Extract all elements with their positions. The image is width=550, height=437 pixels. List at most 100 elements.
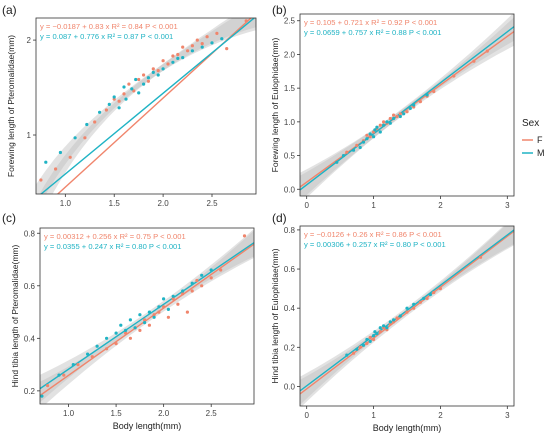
y-tick-label: 0.2 (24, 387, 36, 396)
data-point-f (225, 47, 229, 51)
data-point-m (402, 112, 406, 116)
data-point-f (176, 52, 180, 57)
data-point-m (368, 339, 372, 343)
fit-line-f (300, 30, 514, 188)
data-point-m (361, 343, 366, 347)
data-point-m (428, 292, 432, 297)
data-point-f (128, 336, 132, 340)
data-point-m (422, 296, 426, 300)
data-point-f (485, 49, 489, 53)
data-point-f (432, 290, 436, 295)
data-point-m (392, 318, 396, 322)
y-tick-label: 1.5 (284, 84, 296, 93)
data-point-f (143, 318, 147, 322)
data-point-m (382, 324, 386, 328)
data-point-f (200, 284, 204, 288)
panel-label: (a) (2, 3, 17, 17)
fit-line-f (40, 243, 254, 397)
data-point-f (472, 59, 476, 63)
panel-a: (a) 1.0 1.5 2.0 2.5 1 2 Forewing length of Pter… (2, 3, 257, 208)
data-point-m (375, 332, 379, 336)
confidence-band-f (40, 230, 254, 404)
data-point-f (365, 341, 369, 345)
data-point-m (365, 337, 369, 342)
x-tick-label: 1 (371, 411, 376, 420)
data-point-f (209, 276, 213, 280)
data-point-f (114, 342, 118, 346)
data-point-m (220, 37, 224, 41)
x-tick-label: 1 (371, 201, 376, 210)
data-point-m (57, 373, 61, 377)
data-point-m (388, 320, 392, 324)
data-point-m (425, 93, 429, 97)
data-point-m (392, 116, 396, 121)
data-point-m (200, 273, 204, 277)
data-point-f (195, 38, 199, 42)
data-point-m (405, 306, 409, 310)
x-tick-label: 2.0 (158, 199, 170, 208)
data-point-m (156, 73, 160, 77)
data-point-m (98, 110, 102, 114)
data-point-f (142, 73, 146, 77)
data-point-f (54, 167, 58, 171)
x-tick-label: 2 (438, 411, 443, 420)
data-point-f (105, 347, 109, 351)
data-point-f (162, 305, 166, 309)
data-point-m (355, 347, 359, 351)
data-point-m (181, 56, 185, 60)
data-point-f (378, 330, 382, 334)
data-point-f (190, 289, 194, 293)
y-tick-label: 0.4 (284, 304, 296, 313)
data-point-m (388, 121, 392, 125)
x-tick-label: 1.5 (111, 409, 123, 418)
regression-equation-f: y = −0.0126 + 0.26 x R² = 0.86 P < 0.001 (304, 230, 442, 239)
data-point-m (372, 135, 376, 139)
data-point-m (190, 281, 194, 285)
data-point-f (132, 89, 136, 93)
data-point-f (127, 82, 131, 86)
data-point-m (385, 120, 389, 124)
data-point-f (146, 79, 150, 83)
y-tick-label: 0.6 (284, 265, 296, 274)
data-point-m (345, 353, 349, 357)
data-point-m (209, 268, 213, 272)
x-tick-label: 2.0 (158, 409, 170, 418)
regression-equation-m: y = 0.0659 + 0.757 x R² = 0.88 P < 0.001 (304, 28, 442, 37)
plot-area (300, 226, 514, 406)
data-point-m (133, 326, 137, 330)
data-point-f (83, 136, 87, 140)
data-point-f (166, 62, 170, 66)
data-point-m (372, 334, 376, 338)
data-point-m (373, 128, 377, 132)
data-point-f (479, 255, 483, 259)
x-tick-label: 2.5 (206, 409, 218, 418)
confidence-band-f (39, 18, 256, 194)
data-point-m (171, 294, 175, 298)
x-tick-label: 3 (505, 411, 510, 420)
data-point-m (375, 125, 379, 129)
data-point-m (166, 307, 170, 311)
data-point-m (171, 60, 175, 64)
plot-area (300, 14, 514, 196)
panel-b: (b) 0 1 2 3 0.0 0.5 1.0 1.5 2.0 2.5 Forewing length… (270, 3, 515, 210)
data-point-f (345, 150, 349, 154)
y-tick-label: 1.0 (284, 118, 296, 127)
data-point-f (124, 331, 128, 335)
regression-equation-m: y = 0.087 + 0.776 x R² = 0.87 P < 0.001 (40, 32, 173, 41)
legend: Sex F M (522, 118, 545, 158)
data-point-f (117, 99, 121, 103)
x-tick-label: 3 (505, 201, 510, 210)
y-tick-label: 1 (27, 131, 32, 140)
plot-frame (299, 225, 515, 407)
y-tick-label: 2.0 (284, 50, 296, 59)
y-tick-label: 2 (27, 36, 32, 45)
data-point-m (152, 315, 156, 319)
data-point-m (151, 70, 155, 74)
data-point-m (130, 87, 134, 91)
data-point-m (138, 313, 142, 317)
data-point-f (392, 113, 396, 117)
data-point-f (171, 54, 175, 58)
data-point-m (114, 331, 118, 335)
confidence-band-m (36, 18, 256, 194)
legend-label-m: M (537, 148, 545, 158)
